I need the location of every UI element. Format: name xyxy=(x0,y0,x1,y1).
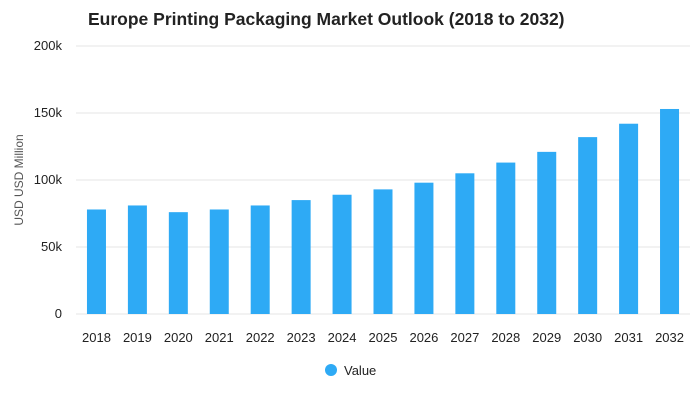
bar-2019[interactable] xyxy=(127,205,147,314)
bar-2030[interactable] xyxy=(578,137,598,314)
x-tick-label: 2031 xyxy=(614,330,643,345)
bar-2025[interactable] xyxy=(373,189,393,314)
y-tick-label: 50k xyxy=(41,239,62,254)
x-tick-label: 2029 xyxy=(532,330,561,345)
x-tick-label: 2019 xyxy=(123,330,152,345)
bar-2021[interactable] xyxy=(209,209,229,314)
bar-2028[interactable] xyxy=(496,162,516,314)
x-tick-label: 2030 xyxy=(573,330,602,345)
bar-2031[interactable] xyxy=(619,123,639,314)
y-tick-label: 200k xyxy=(34,38,63,53)
chart-title: Europe Printing Packaging Market Outlook… xyxy=(88,9,565,29)
bar-2032[interactable] xyxy=(660,108,680,314)
y-tick-label: 100k xyxy=(34,172,63,187)
bars xyxy=(86,108,680,314)
x-tick-label: 2032 xyxy=(655,330,684,345)
x-tick-label: 2027 xyxy=(450,330,479,345)
bar-2018[interactable] xyxy=(86,209,106,314)
x-tick-label: 2020 xyxy=(164,330,193,345)
bar-2026[interactable] xyxy=(414,182,434,314)
y-axis-ticks: 0 50k 100k 150k 200k xyxy=(34,38,63,321)
bar-2023[interactable] xyxy=(291,200,311,314)
x-tick-label: 2021 xyxy=(205,330,234,345)
legend-swatch xyxy=(325,364,337,376)
y-tick-label: 0 xyxy=(55,306,62,321)
x-tick-label: 2026 xyxy=(409,330,438,345)
bar-2029[interactable] xyxy=(537,151,557,314)
y-tick-label: 150k xyxy=(34,105,63,120)
x-tick-label: 2022 xyxy=(246,330,275,345)
bar-2020[interactable] xyxy=(168,212,188,314)
x-tick-label: 2023 xyxy=(287,330,316,345)
x-tick-label: 2025 xyxy=(369,330,398,345)
x-axis-ticks: 2018 2019 2020 2021 2022 2023 2024 2025 2026 2027… xyxy=(82,330,684,345)
legend-label: Value xyxy=(344,363,376,378)
bar-2024[interactable] xyxy=(332,194,352,314)
bar-2027[interactable] xyxy=(455,173,475,314)
bar-2022[interactable] xyxy=(250,205,270,314)
y-axis-label: USD USD Million xyxy=(12,134,26,225)
x-tick-label: 2024 xyxy=(328,330,357,345)
x-tick-label: 2028 xyxy=(491,330,520,345)
legend[interactable]: Value xyxy=(325,363,376,378)
x-tick-label: 2018 xyxy=(82,330,111,345)
